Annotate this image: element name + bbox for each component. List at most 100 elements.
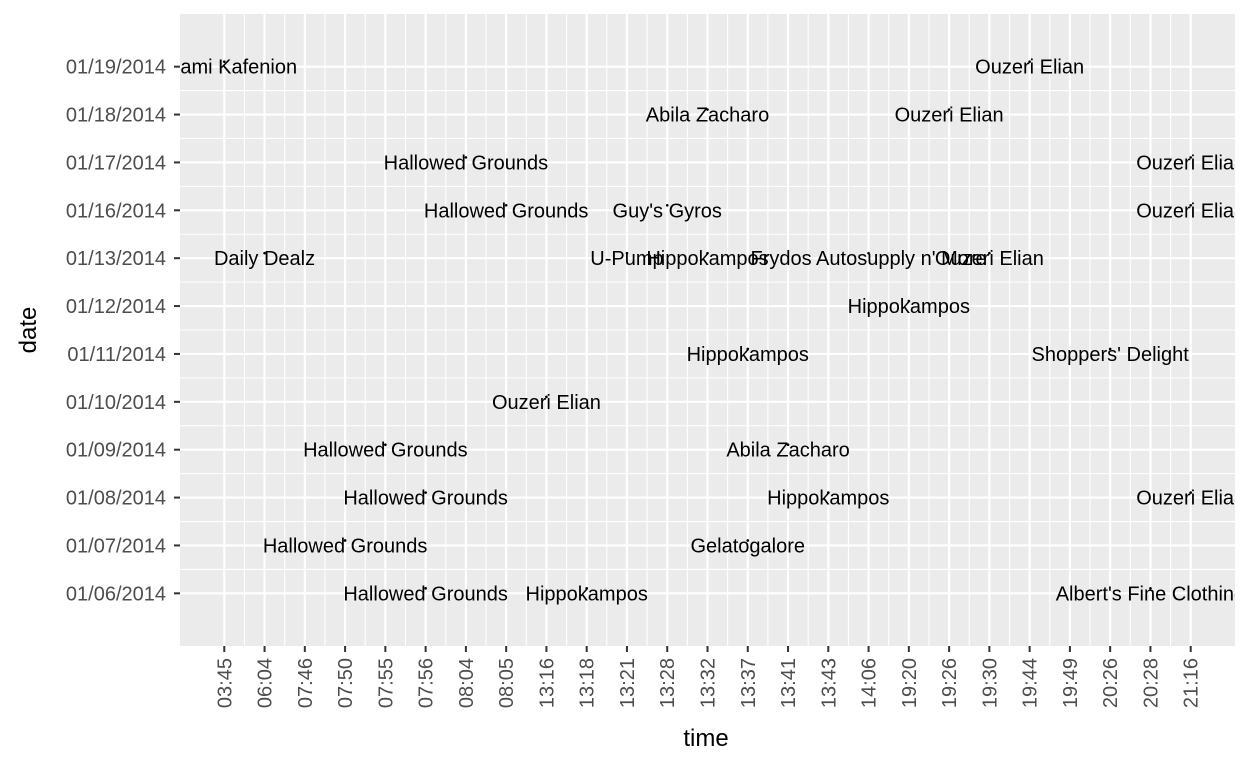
- data-point-label: Ouzeri Elian: [935, 248, 1044, 270]
- x-tick-label: 13:37: [738, 658, 760, 708]
- data-point-label: Hippokampos: [687, 344, 809, 366]
- data-point-label: Hallowed Grounds: [343, 583, 508, 605]
- data-point: [867, 251, 870, 255]
- data-point: [1189, 156, 1193, 159]
- x-tick-label: 06:04: [255, 658, 277, 708]
- data-point-label: Frydos Autosupply n' More: [750, 248, 986, 270]
- y-tick-label: 01/11/2014: [67, 344, 166, 366]
- x-axis: 03:45 06:04 07:46 07:50 07:55 07:56 08:04 08:05…: [214, 646, 1203, 708]
- x-tick-label: 19:20: [899, 658, 921, 708]
- data-point-label: Ouzeri Elian: [492, 392, 601, 414]
- data-point-label: Ouzeri Elian: [895, 105, 1004, 127]
- data-point-label: Hallowed Grounds: [303, 440, 468, 462]
- x-tick-label: 07:56: [416, 658, 438, 708]
- data-point: [464, 156, 468, 159]
- data-point-label: Daily Dealz: [214, 248, 315, 270]
- data-point-label: Ouzeri Elian: [1136, 200, 1245, 222]
- y-tick-label: 01/17/2014: [66, 152, 166, 174]
- data-point: [1189, 491, 1193, 494]
- data-point-label: Abila Zacharo: [646, 105, 769, 127]
- y-axis-title: date: [15, 307, 42, 354]
- data-point: [665, 204, 669, 207]
- x-tick-label: 19:49: [1060, 658, 1082, 708]
- data-point-label: Kalami Kafenion: [151, 57, 297, 79]
- data-point: [1108, 347, 1112, 351]
- data-point: [504, 204, 508, 207]
- x-tick-label: 07:55: [375, 658, 397, 708]
- data-point: [988, 251, 991, 255]
- y-tick-label: 01/08/2014: [66, 488, 166, 510]
- y-tick-label: 01/07/2014: [66, 535, 166, 557]
- data-point-label: Hippokampos: [646, 248, 768, 270]
- x-tick-label: 07:50: [335, 658, 357, 708]
- data-point-label: Ouzeri Elian: [1136, 488, 1245, 510]
- data-point: [1028, 60, 1031, 63]
- data-point: [1189, 204, 1193, 207]
- data-point: [424, 491, 427, 494]
- x-tick-label: 20:28: [1140, 658, 1162, 708]
- data-point: [786, 443, 790, 446]
- data-point-label: Hallowed Grounds: [263, 535, 428, 557]
- y-tick-label: 01/18/2014: [66, 105, 166, 127]
- x-tick-label: 13:41: [778, 658, 800, 708]
- data-point: [907, 299, 911, 303]
- data-point: [384, 443, 387, 446]
- x-tick-label: 19:44: [1020, 658, 1042, 708]
- x-tick-label: 07:46: [295, 658, 317, 708]
- y-axis: 01/06/2014 01/07/2014 01/08/2014 01/09/2014…: [66, 57, 180, 605]
- data-point-label: Albert's Fine Clothing: [1056, 583, 1245, 605]
- x-tick-label: 08:05: [496, 658, 518, 708]
- x-tick-label: 08:04: [456, 658, 478, 708]
- point-labels: Kalami Kafenion Ouzeri Elian Abila Zacharo…: [151, 57, 1245, 606]
- x-tick-label: 13:32: [698, 658, 720, 708]
- x-tick-label: 13:21: [617, 658, 639, 708]
- data-point: [585, 587, 588, 590]
- y-tick-label: 01/12/2014: [66, 296, 166, 318]
- x-tick-label: 20:26: [1100, 658, 1122, 708]
- data-point-label: Hallowed Grounds: [424, 200, 589, 222]
- data-point: [1149, 587, 1152, 590]
- data-point-label: Ouzeri Elian: [975, 57, 1084, 79]
- x-tick-label: 03:45: [214, 658, 236, 708]
- x-tick-label: 14:06: [859, 658, 881, 708]
- data-point: [706, 251, 709, 255]
- gridlines: [180, 14, 1235, 646]
- y-tick-label: 01/16/2014: [66, 200, 166, 222]
- data-point: [706, 108, 709, 111]
- y-tick-label: 01/10/2014: [66, 392, 166, 414]
- data-point: [424, 587, 427, 590]
- data-point-label: U-Pump: [590, 248, 663, 270]
- data-point-label: Hippokampos: [767, 488, 889, 510]
- x-tick-label: 19:26: [939, 658, 961, 708]
- data-point: [947, 108, 951, 111]
- data-point: [222, 60, 226, 63]
- x-tick-label: 13:28: [657, 658, 679, 708]
- data-point: [746, 539, 750, 542]
- data-point: [263, 251, 266, 255]
- x-axis-title: time: [683, 725, 728, 752]
- x-tick-label: 13:16: [536, 658, 558, 708]
- data-point-label: Hippokampos: [526, 583, 648, 605]
- data-point-label: Guy's Gyros: [613, 200, 722, 222]
- data-point-label: Shoppers' Delight: [1032, 344, 1190, 366]
- data-point-label: Hallowed Grounds: [384, 152, 549, 174]
- data-point-label: Gelatogalore: [691, 535, 806, 557]
- data-point: [545, 395, 548, 399]
- x-tick-label: 13:43: [818, 658, 840, 708]
- data-point: [746, 347, 750, 351]
- data-point-label: Hallowed Grounds: [343, 488, 508, 510]
- y-tick-label: 01/06/2014: [66, 583, 166, 605]
- data-point: [827, 491, 830, 494]
- data-point-label: Ouzeri Elian: [1136, 152, 1245, 174]
- data-point: [343, 539, 347, 542]
- y-tick-label: 01/13/2014: [66, 248, 166, 270]
- y-tick-label: 01/19/2014: [66, 57, 166, 79]
- y-tick-label: 01/09/2014: [66, 440, 166, 462]
- x-tick-label: 19:30: [979, 658, 1001, 708]
- data-point-label: Hippokampos: [848, 296, 970, 318]
- data-point: [625, 251, 629, 255]
- x-tick-label: 21:16: [1181, 658, 1203, 708]
- x-tick-label: 13:18: [577, 658, 599, 708]
- data-point-label: Abila Zacharo: [726, 440, 849, 462]
